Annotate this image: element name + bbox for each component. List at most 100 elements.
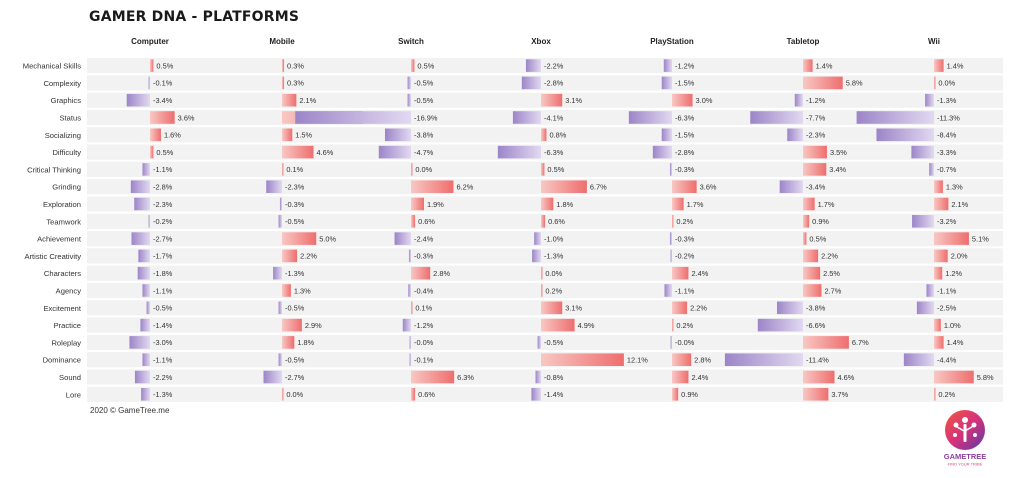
bar — [408, 249, 411, 263]
value-label: -2.8% — [153, 183, 173, 192]
bar — [266, 180, 282, 193]
bar — [934, 266, 943, 280]
bar — [408, 284, 411, 297]
bar — [803, 284, 822, 297]
value-label: -6.3% — [675, 113, 695, 122]
value-label: -0.5% — [285, 304, 305, 313]
bar — [411, 163, 413, 176]
value-label: 0.8% — [549, 131, 566, 140]
bar — [856, 111, 934, 124]
value-label: -2.2% — [544, 61, 564, 70]
value-label: -0.3% — [414, 252, 434, 261]
bar — [876, 128, 934, 142]
value-label: -2.7% — [153, 234, 173, 243]
value-label: -0.5% — [544, 338, 564, 347]
value-label: 2.8% — [694, 356, 711, 365]
bar — [273, 266, 282, 280]
row-band — [87, 161, 1003, 177]
value-label: -11.3% — [937, 113, 960, 122]
bar — [402, 318, 411, 332]
bar — [411, 197, 425, 211]
bar — [934, 370, 974, 384]
bar — [129, 336, 150, 349]
bar — [140, 318, 150, 332]
value-label: 0.2% — [676, 217, 693, 226]
value-label: -2.8% — [544, 79, 564, 88]
logo-tagline: FIND YOUR TRIBE — [948, 462, 983, 467]
bar — [282, 59, 285, 72]
value-label: 1.7% — [818, 200, 835, 209]
value-label: 2.4% — [691, 373, 708, 382]
series-header: Switch — [398, 37, 424, 46]
value-label: -2.3% — [153, 200, 173, 209]
bar — [672, 318, 674, 332]
value-label: 0.6% — [418, 217, 435, 226]
bar — [131, 232, 150, 245]
value-label: 3.7% — [831, 390, 848, 399]
value-label: 1.7% — [687, 200, 704, 209]
bar — [757, 318, 803, 332]
bar — [934, 249, 948, 263]
bar — [407, 76, 411, 90]
bar — [407, 93, 411, 107]
value-label: -1.1% — [153, 165, 173, 174]
value-label: -1.5% — [675, 131, 695, 140]
bar — [803, 197, 815, 211]
value-label: 0.9% — [681, 390, 698, 399]
bar — [661, 76, 672, 90]
bar — [934, 59, 944, 72]
bar — [903, 353, 934, 366]
bar — [411, 370, 455, 384]
category-label: Practice — [54, 321, 81, 330]
bar — [409, 336, 411, 349]
bar — [378, 145, 411, 159]
category-label: Mechanical Skills — [23, 62, 81, 71]
bar — [282, 232, 317, 245]
category-label: Critical Thinking — [27, 165, 81, 174]
value-label: -2.8% — [675, 148, 695, 157]
bar — [541, 93, 563, 107]
bar — [803, 215, 810, 228]
bar — [672, 301, 688, 315]
bar — [925, 93, 934, 107]
value-label: 0.0% — [286, 390, 303, 399]
value-label: -3.8% — [414, 131, 434, 140]
value-label: 12.1% — [627, 356, 648, 365]
bar — [282, 336, 295, 349]
bar — [142, 284, 150, 297]
chart-title: GAMER DNA - PLATFORMS — [89, 9, 300, 25]
value-label: 1.6% — [164, 131, 181, 140]
value-label: -4.4% — [937, 356, 957, 365]
value-label: -0.5% — [285, 356, 305, 365]
bar — [411, 215, 416, 228]
category-label: Artistic Creativity — [24, 252, 81, 261]
category-label: Lore — [66, 390, 81, 399]
value-label: -1.1% — [153, 286, 173, 295]
bar — [130, 180, 150, 193]
bar — [934, 336, 944, 349]
logo-name: GAMETREE — [944, 452, 987, 461]
bar — [934, 232, 969, 245]
bar — [669, 232, 672, 245]
category-label: Sound — [59, 373, 81, 382]
bar — [134, 370, 150, 384]
row-band — [87, 386, 1003, 402]
series-header: Mobile — [269, 37, 295, 46]
category-label: Teamwork — [46, 217, 81, 226]
bar — [541, 215, 546, 228]
bar — [661, 128, 672, 142]
bar — [525, 59, 541, 72]
value-label: 0.0% — [545, 269, 562, 278]
bar — [411, 59, 415, 72]
value-label: 2.7% — [824, 286, 841, 295]
value-label: 1.3% — [946, 183, 963, 192]
value-label: -1.3% — [937, 96, 957, 105]
series-header: Computer — [131, 37, 169, 46]
value-label: 1.4% — [947, 61, 964, 70]
value-label: 1.8% — [556, 200, 573, 209]
value-label: -0.4% — [414, 286, 434, 295]
bar — [134, 197, 150, 211]
value-label: 0.0% — [938, 79, 955, 88]
value-label: 1.9% — [427, 200, 444, 209]
